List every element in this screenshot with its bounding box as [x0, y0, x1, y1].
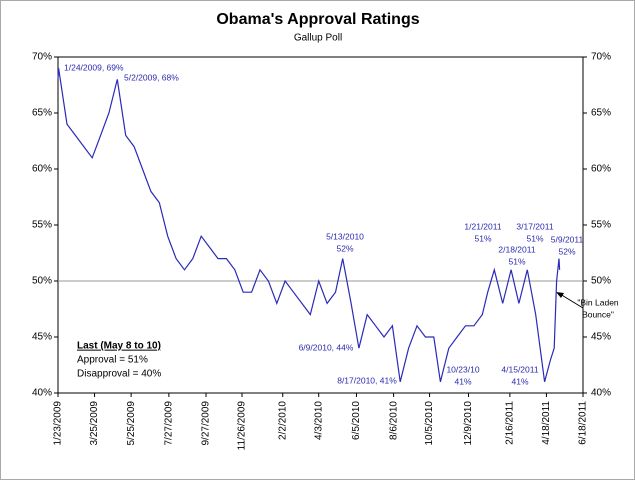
- annotation: 4/15/2011: [501, 364, 538, 374]
- y-tick-label: 65%: [32, 108, 52, 119]
- x-tick-label: 2/2/2010: [277, 401, 288, 440]
- annotation: "Bin Laden: [577, 297, 619, 307]
- y2-tick-label: 55%: [591, 220, 611, 231]
- annotation: 5/9/2011: [551, 234, 584, 244]
- annotation: 10/23/10: [446, 364, 479, 374]
- summary-line: Approval = 51%: [77, 355, 148, 366]
- x-tick-label: 4/18/2011: [541, 401, 552, 445]
- y2-tick-label: 60%: [591, 164, 611, 175]
- chart-title: Obama's Approval Ratings: [216, 11, 419, 28]
- y-tick-label: 60%: [32, 164, 52, 175]
- y2-tick-label: 70%: [591, 52, 611, 63]
- annotation: 41%: [511, 376, 528, 386]
- x-tick-label: 11/26/2009: [237, 401, 248, 451]
- chart-subtitle: Gallup Poll: [294, 33, 342, 44]
- x-tick-label: 7/27/2009: [164, 401, 175, 446]
- x-tick-label: 4/3/2010: [313, 401, 324, 440]
- summary-line: Disapproval = 40%: [77, 369, 161, 380]
- x-tick-label: 8/6/2010: [388, 401, 399, 440]
- y-tick-label: 50%: [32, 276, 52, 287]
- annotation: Bounce": [582, 309, 614, 319]
- annotation: 41%: [454, 376, 471, 386]
- summary-heading: Last (May 8 to 10): [77, 341, 161, 352]
- x-tick-label: 5/25/2009: [126, 401, 137, 446]
- y2-tick-label: 45%: [591, 332, 611, 343]
- annotation: 5/2/2009, 68%: [124, 72, 179, 82]
- y-tick-label: 55%: [32, 220, 52, 231]
- annotation: 3/17/2011: [516, 221, 553, 231]
- x-tick-label: 6/5/2010: [351, 401, 362, 440]
- approval-line: [57, 68, 561, 382]
- annotation: 51%: [474, 233, 491, 243]
- annotation: 52%: [336, 243, 353, 253]
- annotation: 1/21/2011: [464, 221, 501, 231]
- x-tick-label: 12/9/2010: [463, 401, 474, 446]
- arrow: [559, 293, 584, 309]
- annotation: 2/18/2011: [498, 244, 535, 254]
- annotation: 51%: [508, 256, 525, 266]
- annotation: 51%: [526, 233, 543, 243]
- annotation: 8/17/2010, 41%: [337, 375, 397, 385]
- x-tick-label: 10/5/2010: [424, 401, 435, 446]
- annotation: 1/24/2009, 69%: [64, 62, 124, 72]
- x-tick-label: 6/18/2011: [578, 401, 589, 445]
- annotation: 6/9/2010, 44%: [299, 342, 354, 352]
- annotation: 52%: [558, 246, 575, 256]
- y2-tick-label: 50%: [591, 276, 611, 287]
- y2-tick-label: 40%: [591, 388, 611, 399]
- y-tick-label: 40%: [32, 388, 52, 399]
- x-tick-label: 2/16/2011: [505, 401, 516, 445]
- annotation: 5/13/2010: [326, 231, 364, 241]
- x-tick-label: 3/25/2009: [89, 401, 100, 446]
- x-tick-label: 9/27/2009: [201, 401, 212, 446]
- y-tick-label: 70%: [32, 52, 52, 63]
- y2-tick-label: 65%: [591, 108, 611, 119]
- arrow-head: [556, 292, 564, 298]
- x-tick-label: 1/23/2009: [53, 401, 64, 446]
- y-tick-label: 45%: [32, 332, 52, 343]
